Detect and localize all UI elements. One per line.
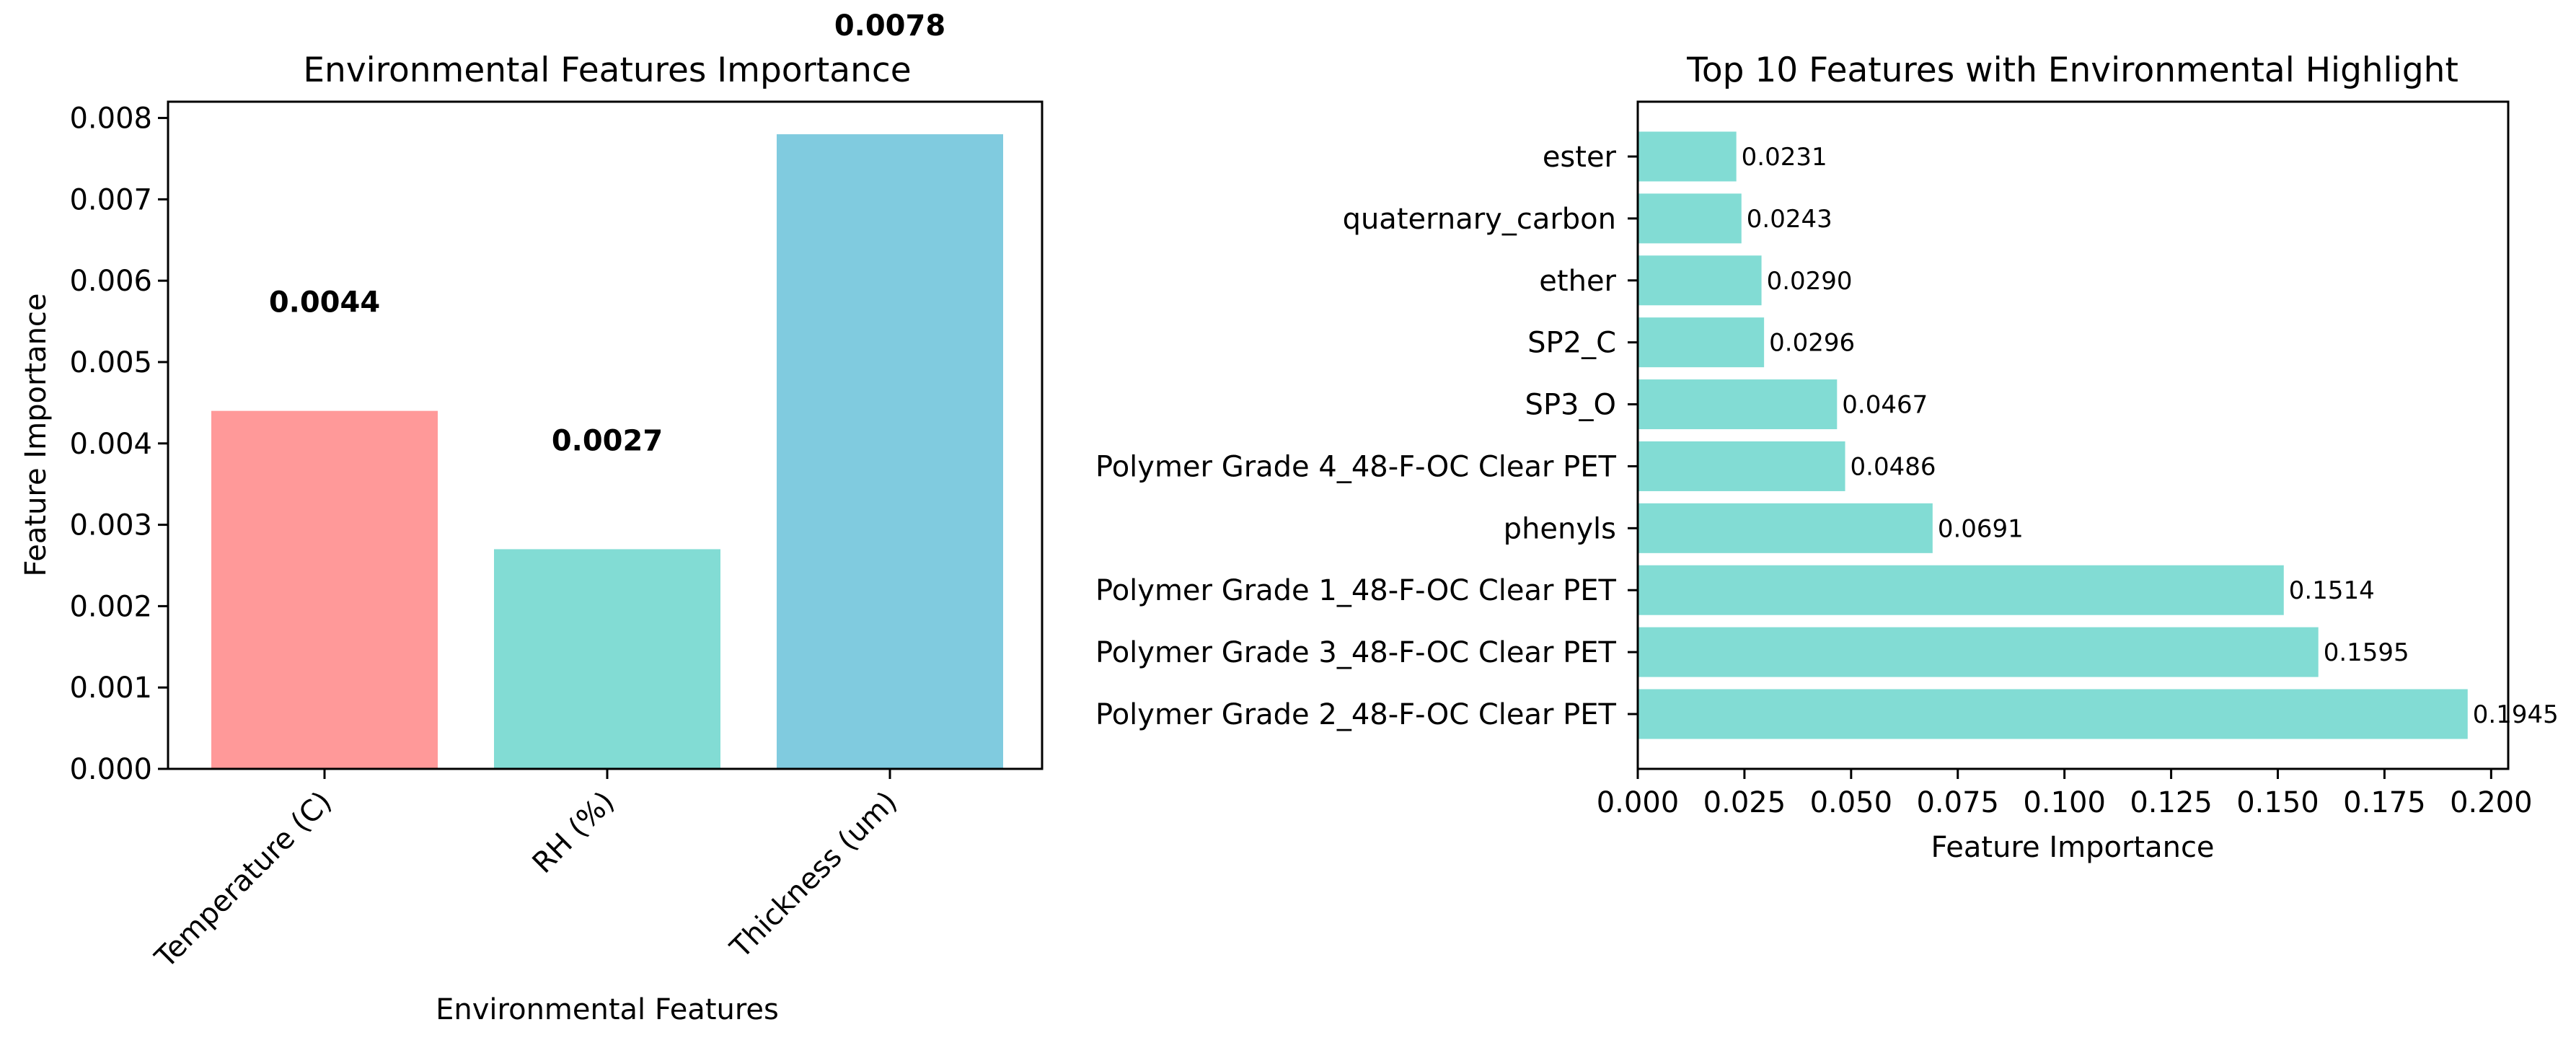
env-bars: 0.0044 0.0027 0.0078 <box>211 9 1003 769</box>
feature-name-label: phenyls <box>1504 512 1616 545</box>
env-bar-value-label: 0.0078 <box>834 9 945 43</box>
env-x-axis-label: Environmental Features <box>436 993 779 1026</box>
top-features-chart: Top 10 Features with Environmental Highl… <box>1095 50 2559 864</box>
feature-x-tick-label: 0.125 <box>2130 786 2213 819</box>
env-y-tick-label: 0.000 <box>69 753 152 786</box>
env-chart: Environmental Features Importance 0.0000… <box>19 9 1044 1026</box>
top-features-x-ticks: 0.000 0.025 0.050 0.075 0.100 0.125 0.150 0.175… <box>1597 769 2533 819</box>
feature-bar <box>1638 317 1765 368</box>
feature-bar <box>1638 441 1845 491</box>
feature-name-label: Polymer Grade 4_48-F-OC Clear PET <box>1095 450 1617 483</box>
feature-bar-value-label: 0.0467 <box>1842 391 1928 420</box>
env-bar <box>777 134 1003 769</box>
feature-name-label: ester <box>1543 141 1617 174</box>
top-features-axes-frame <box>1636 100 2510 770</box>
env-x-tick-label: RH (%) <box>526 785 621 880</box>
feature-bar <box>1638 503 1933 553</box>
env-y-tick-label: 0.002 <box>69 590 152 623</box>
feature-bar <box>1638 255 1762 306</box>
env-axes-frame <box>167 100 1044 770</box>
feature-name-label: Polymer Grade 2_48-F-OC Clear PET <box>1095 698 1617 731</box>
feature-x-tick-label: 0.075 <box>1916 786 1999 819</box>
env-y-tick-label: 0.008 <box>69 102 152 136</box>
env-y-tick-label: 0.007 <box>69 183 152 216</box>
feature-x-tick-label: 0.200 <box>2450 786 2533 819</box>
feature-bar-value-label: 0.1514 <box>2289 576 2375 605</box>
feature-x-tick-label: 0.100 <box>2023 786 2106 819</box>
feature-name-label: Polymer Grade 1_48-F-OC Clear PET <box>1095 574 1617 607</box>
feature-bar <box>1638 131 1737 182</box>
feature-bar-value-label: 0.0486 <box>1851 452 1936 481</box>
feature-bar-value-label: 0.1945 <box>2473 700 2559 729</box>
feature-bar-value-label: 0.0243 <box>1747 205 1832 234</box>
top-features-x-axis-label: Feature Importance <box>1931 831 2214 864</box>
env-y-ticks: 0.000 0.001 0.002 0.003 0.004 0.005 0.006 0.007… <box>69 102 168 786</box>
top-features-bars: 0.0231 0.0243 0.0290 0.0296 0.0467 0.0486 0.06… <box>1638 131 2559 739</box>
env-x-tick-label: Thickness (um) <box>724 785 904 966</box>
env-bar-value-label: 0.0027 <box>552 424 663 457</box>
feature-bar <box>1638 379 1838 430</box>
env-x-ticks: Temperature (C) RH (%) Thickness (um) <box>149 769 904 975</box>
feature-bar <box>1638 627 2319 677</box>
env-y-tick-label: 0.005 <box>69 346 152 379</box>
env-bar <box>494 549 720 769</box>
feature-x-tick-label: 0.175 <box>2343 786 2426 819</box>
env-bar-value-label: 0.0044 <box>269 286 380 320</box>
feature-bar <box>1638 193 1742 244</box>
feature-name-label: quaternary_carbon <box>1343 203 1616 236</box>
env-bar <box>211 410 438 769</box>
feature-bar-value-label: 0.0296 <box>1769 329 1855 358</box>
env-y-axis-label: Feature Importance <box>19 293 53 576</box>
env-y-tick-label: 0.001 <box>69 671 152 705</box>
feature-x-tick-label: 0.000 <box>1597 786 1680 819</box>
feature-bar <box>1638 689 2468 739</box>
env-x-tick-label: Temperature (C) <box>149 785 338 975</box>
feature-bar <box>1638 565 2284 615</box>
feature-bar-value-label: 0.1595 <box>2324 638 2409 667</box>
env-y-tick-label: 0.003 <box>69 509 152 542</box>
feature-name-label: ether <box>1539 265 1616 298</box>
env-chart-title: Environmental Features Importance <box>303 50 911 90</box>
feature-bar-value-label: 0.0231 <box>1742 143 1827 172</box>
feature-x-tick-label: 0.025 <box>1703 786 1786 819</box>
env-y-tick-label: 0.006 <box>69 265 152 298</box>
feature-name-label: Polymer Grade 3_48-F-OC Clear PET <box>1095 636 1617 669</box>
feature-x-tick-label: 0.150 <box>2236 786 2319 819</box>
top-features-title: Top 10 Features with Environmental Highl… <box>1686 50 2458 90</box>
feature-name-label: SP3_O <box>1525 389 1616 422</box>
feature-bar-value-label: 0.0290 <box>1767 267 1853 296</box>
feature-name-label: SP2_C <box>1527 327 1616 360</box>
env-y-tick-label: 0.004 <box>69 428 152 461</box>
feature-bar-value-label: 0.0691 <box>1938 514 2024 543</box>
feature-x-tick-label: 0.050 <box>1810 786 1893 819</box>
